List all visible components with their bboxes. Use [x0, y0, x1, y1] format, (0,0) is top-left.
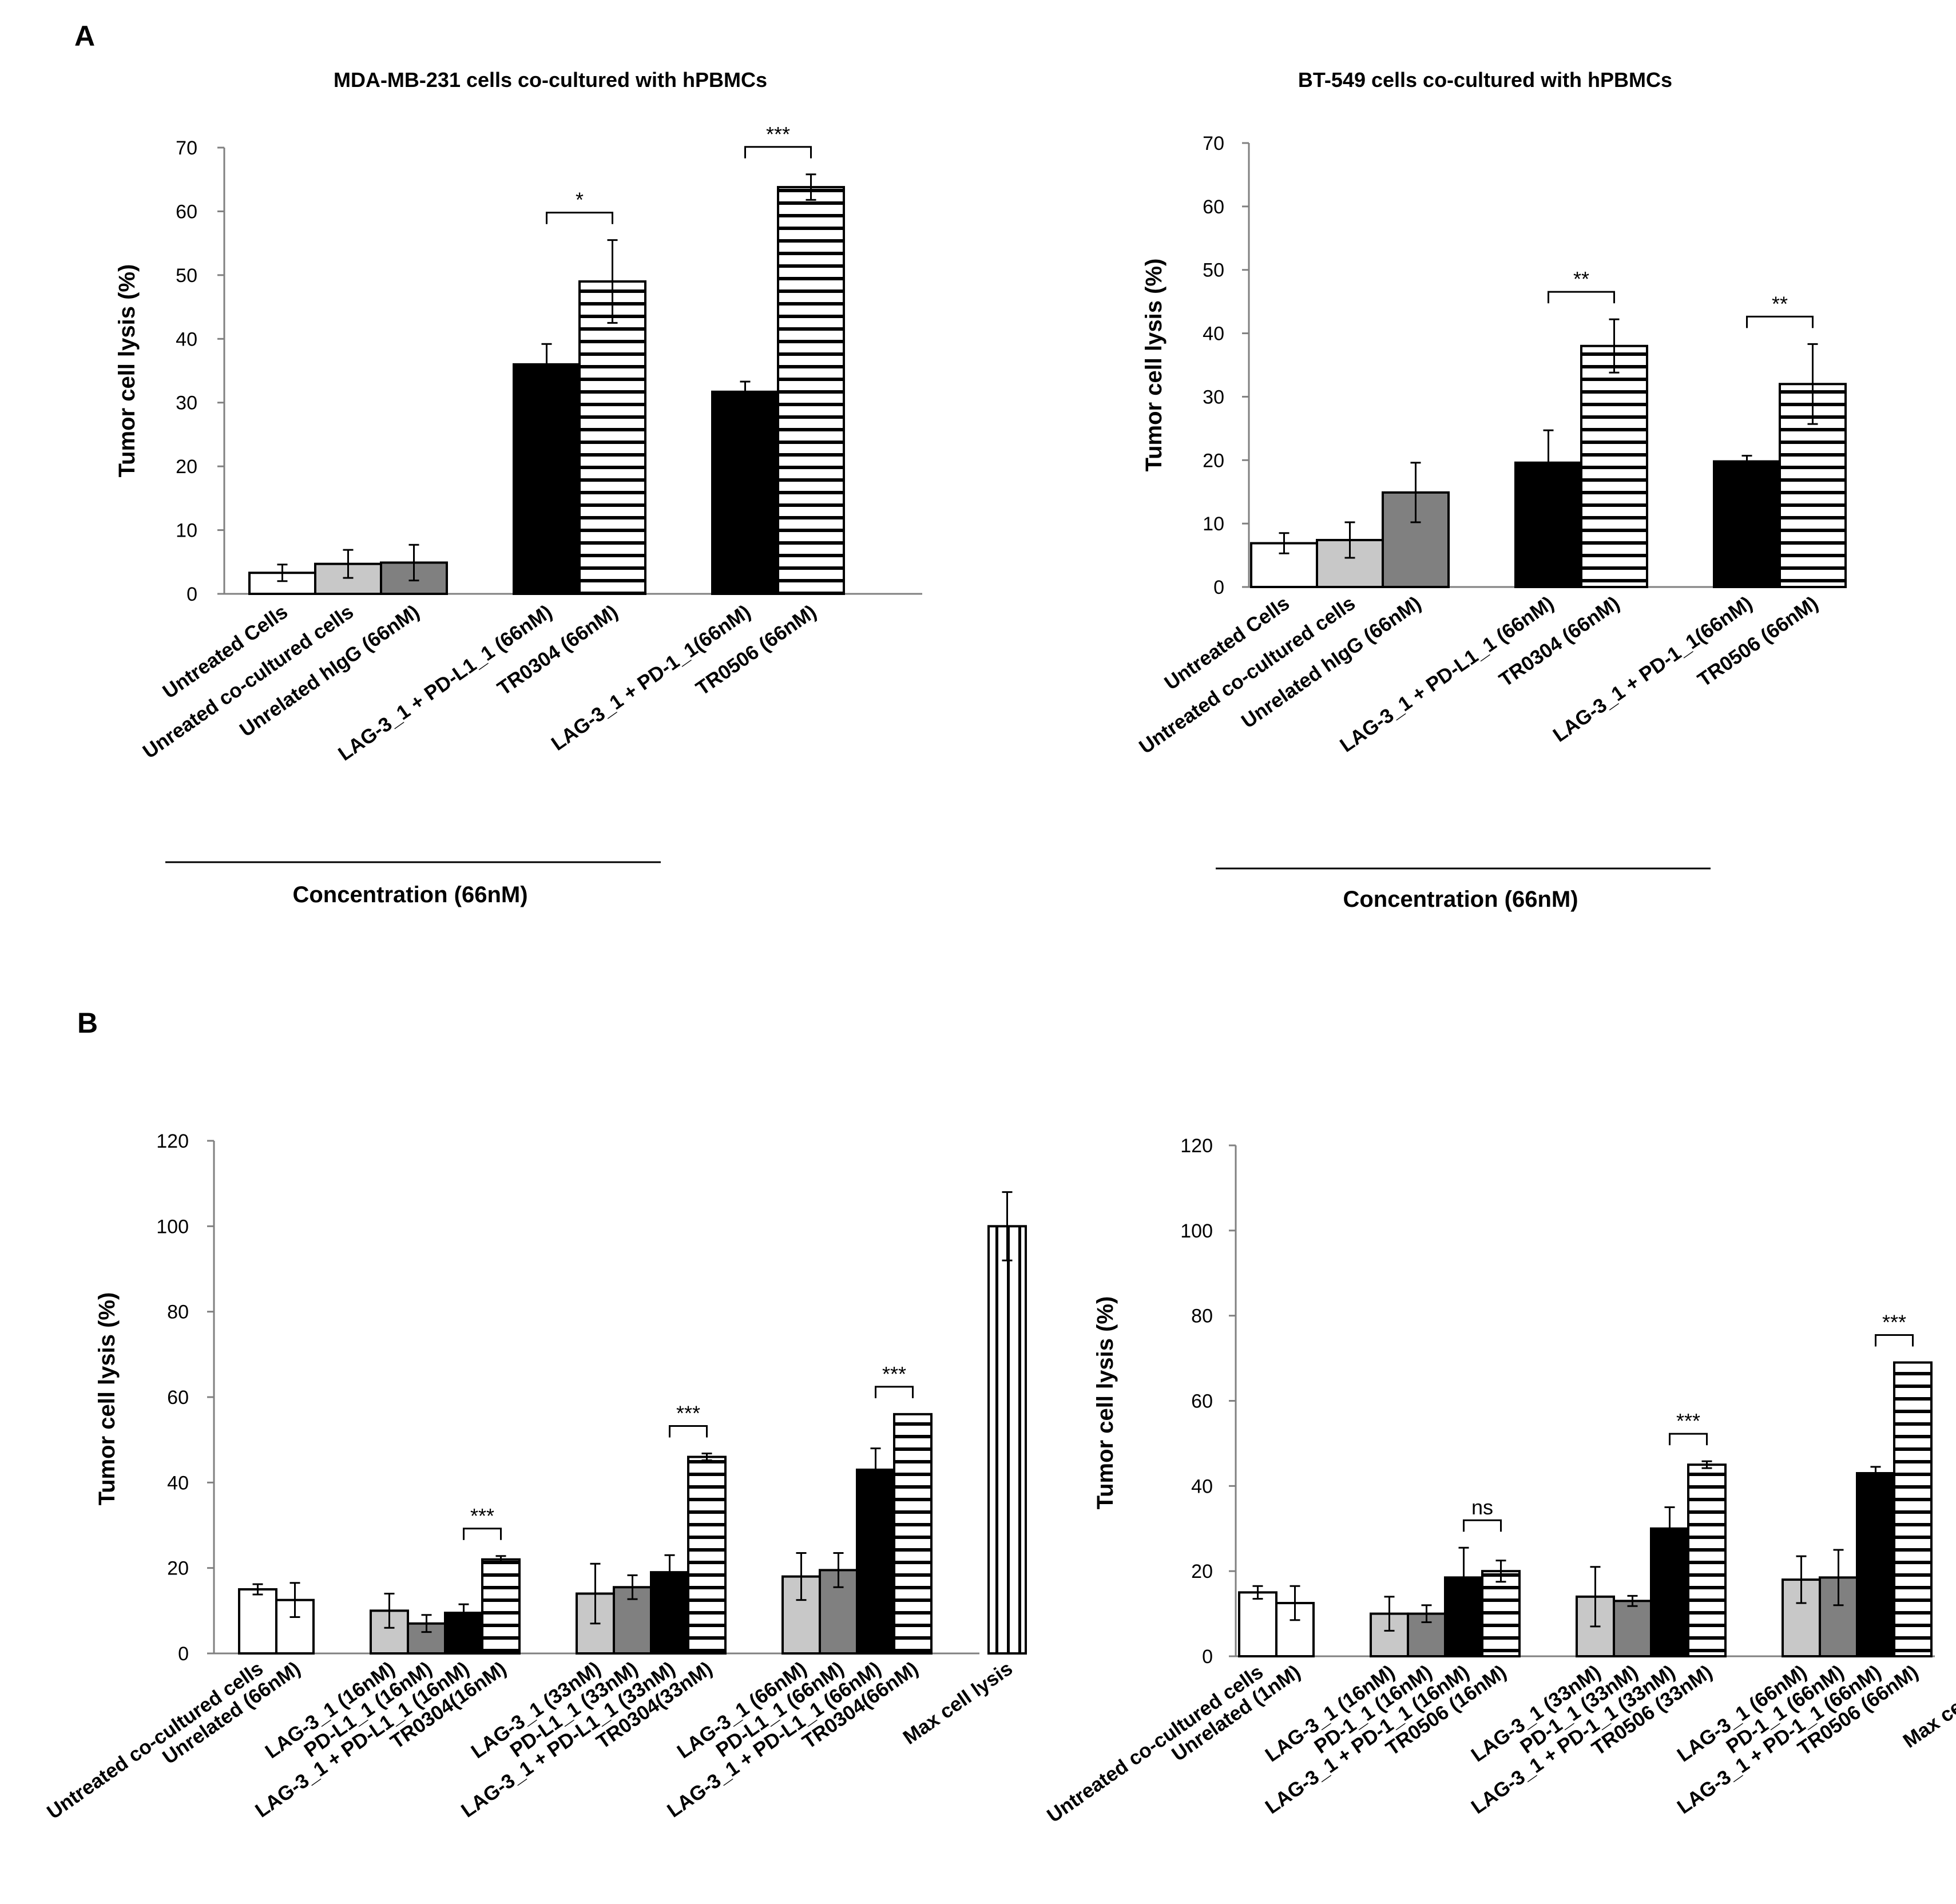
significance-bracket [1669, 1433, 1708, 1446]
y-tick-label: 0 [187, 584, 197, 605]
x-tick-label: TR0506 (66nM) [692, 601, 820, 700]
y-tick-label: 100 [1180, 1220, 1213, 1242]
significance-label: ns [1471, 1496, 1493, 1519]
y-tick-label: 20 [1203, 450, 1224, 471]
chart-title: BT-549 cells co-cultured with hPBMCs [1298, 68, 1672, 92]
bar [777, 186, 845, 596]
y-tick-label: 40 [176, 328, 197, 350]
y-tick-label: 30 [1203, 386, 1224, 408]
bar [578, 280, 646, 595]
bar [1370, 1612, 1409, 1657]
significance-label: ** [1772, 292, 1788, 315]
significance-bracket [744, 146, 812, 158]
x-tick-label: TR0304 (66nM) [493, 601, 622, 700]
bar [893, 1413, 933, 1655]
significance-bracket [546, 212, 613, 224]
significance-bracket [1463, 1519, 1502, 1532]
bar [1713, 460, 1781, 589]
y-tick-label: 40 [1203, 323, 1224, 345]
significance-label: *** [766, 122, 790, 146]
bar [1613, 1600, 1652, 1657]
y-tick-label: 120 [156, 1130, 189, 1152]
y-tick-label: 100 [156, 1216, 189, 1237]
y-tick-label: 50 [1203, 260, 1224, 281]
bar [1580, 344, 1648, 588]
y-tick-label: 60 [167, 1387, 189, 1409]
significance-bracket [1746, 315, 1814, 328]
bar [711, 390, 779, 595]
significance-label: ** [1573, 267, 1589, 291]
y-tick-label: 10 [1203, 513, 1224, 535]
chart-tr0506-dose: Tumor cell lysis (%) 0 20 40 60 80 100 120 Untre… [1043, 1135, 1956, 1827]
panel-label-a: A [74, 20, 95, 52]
bar [238, 1588, 277, 1655]
significance-label: *** [882, 1362, 906, 1386]
y-axis-label: Tumor cell lysis (%) [114, 264, 140, 478]
bar [1481, 1570, 1521, 1658]
y-tick-label: 20 [167, 1558, 189, 1580]
x-tick-label: Untreated co-cultured cells [1043, 1661, 1267, 1827]
y-axis-label: Tumor cell lysis (%) [1141, 259, 1167, 472]
y-tick-label: 60 [176, 201, 197, 223]
panel-label-b: B [77, 1007, 98, 1039]
significance-bracket [669, 1425, 708, 1438]
y-tick-label: 70 [176, 137, 197, 159]
significance-bracket [875, 1386, 914, 1398]
x-tick-label: TR0304 (66nM) [1495, 592, 1624, 692]
y-tick-label: 0 [178, 1643, 189, 1665]
y-tick-label: 20 [176, 456, 197, 478]
bar [687, 1455, 727, 1655]
x-tick-label: TR0506 (66nM) [1693, 592, 1822, 692]
chart-mda-mb-231: MDA-MB-231 cells co-cultured with hPBMCs… [114, 68, 922, 907]
y-tick-label: 20 [1191, 1561, 1213, 1582]
bar [1856, 1472, 1895, 1657]
significance-label: *** [676, 1402, 700, 1425]
y-tick-label: 70 [1203, 133, 1224, 154]
y-tick-label: 40 [167, 1472, 189, 1494]
y-tick-label: 40 [1191, 1475, 1213, 1497]
significance-label: *** [1882, 1311, 1906, 1334]
y-tick-label: 10 [176, 520, 197, 542]
y-tick-label: 80 [167, 1302, 189, 1323]
bar [481, 1558, 521, 1655]
significance-bracket [463, 1528, 502, 1540]
significance-bracket [1875, 1334, 1914, 1347]
y-axis-label: Tumor cell lysis (%) [1093, 1296, 1118, 1510]
significance-label: *** [1676, 1409, 1700, 1433]
bar [1687, 1463, 1727, 1657]
group-label: Concentration (66nM) [1343, 887, 1578, 912]
chart-tr0304-dose: Tumor cell lysis (%) 0 20 40 60 80 100 120 Untre… [43, 1130, 1027, 1824]
significance-label: *** [470, 1504, 494, 1528]
y-tick-label: 60 [1203, 196, 1224, 218]
y-tick-label: 0 [1213, 577, 1224, 598]
bar [650, 1571, 689, 1655]
y-tick-label: 120 [1180, 1135, 1213, 1157]
y-axis-label: Tumor cell lysis (%) [94, 1292, 120, 1506]
bar [513, 363, 581, 595]
y-tick-label: 0 [1202, 1646, 1213, 1668]
y-tick-label: 30 [176, 392, 197, 414]
x-tick-label: Untreated co-cultured cells [43, 1657, 267, 1824]
y-tick-label: 50 [176, 265, 197, 287]
y-tick-label: 60 [1191, 1391, 1213, 1413]
y-tick-label: 80 [1191, 1306, 1213, 1327]
bar [1238, 1591, 1277, 1657]
group-label: Concentration (66nM) [292, 882, 527, 907]
bar [856, 1468, 895, 1655]
chart-title: MDA-MB-231 cells co-cultured with hPBMCs [334, 68, 767, 92]
chart-bt-549: BT-549 cells co-cultured with hPBMCs Tumo… [1135, 68, 1847, 912]
significance-bracket [1548, 291, 1615, 304]
bar [1893, 1361, 1933, 1657]
significance-label: * [576, 188, 584, 212]
bar [987, 1225, 1027, 1655]
